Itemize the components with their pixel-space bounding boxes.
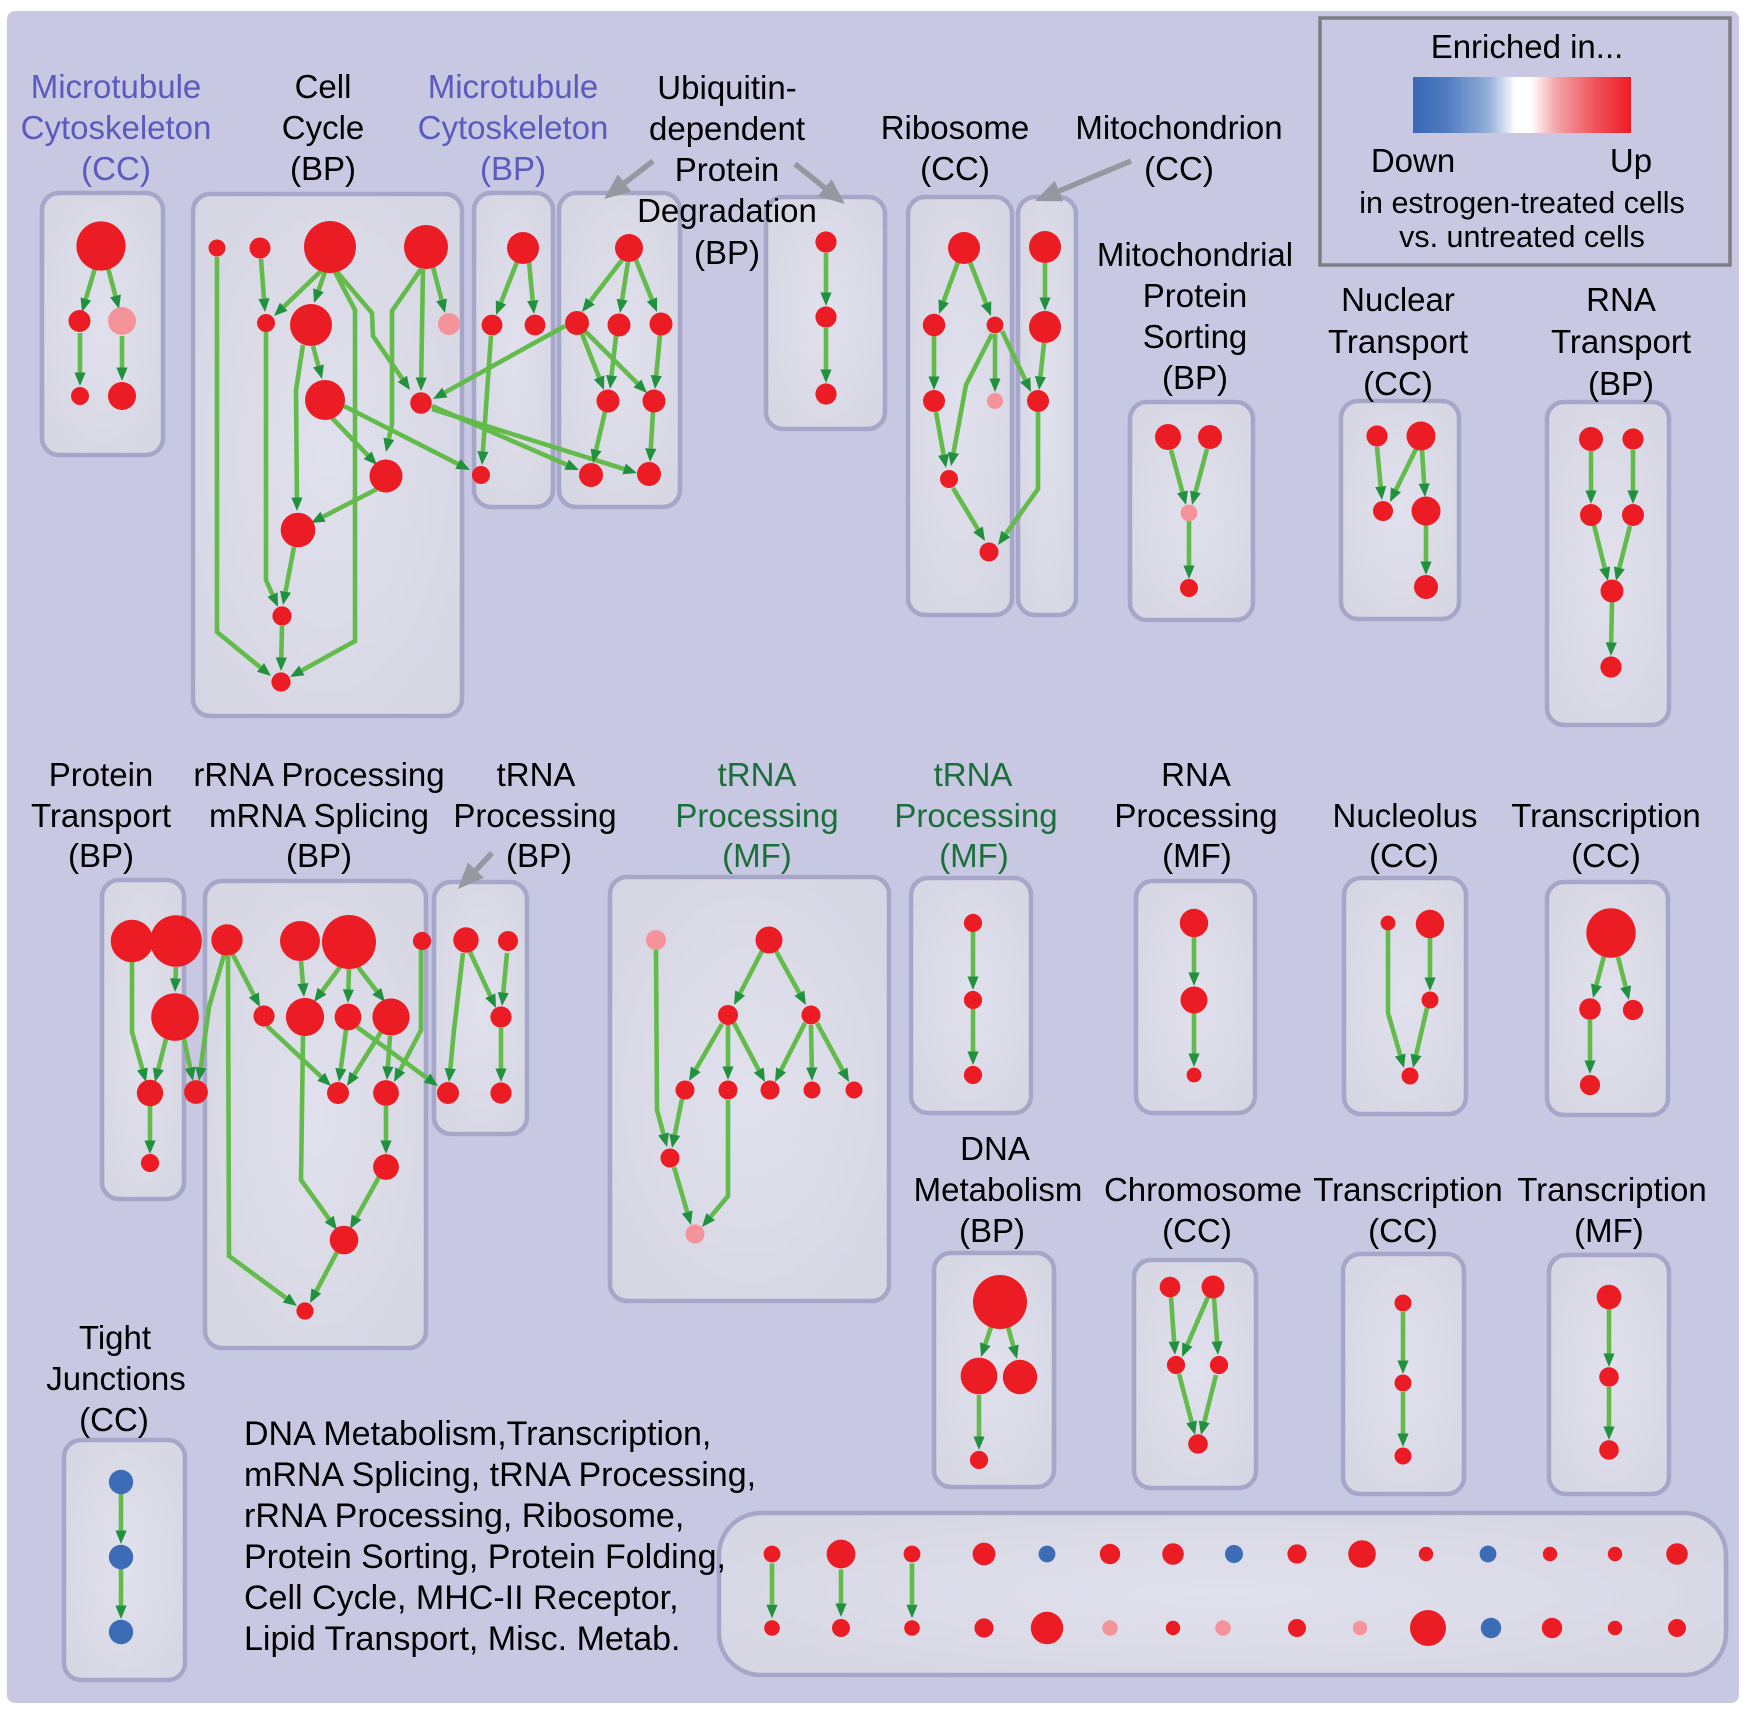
svg-text:(BP): (BP) bbox=[286, 837, 352, 874]
svg-text:(CC): (CC) bbox=[1144, 150, 1214, 187]
svg-text:Degradation: Degradation bbox=[637, 192, 817, 229]
svg-text:(BP): (BP) bbox=[694, 234, 760, 271]
svg-text:in estrogen-treated cells: in estrogen-treated cells bbox=[1359, 186, 1685, 220]
svg-text:Nucleolus: Nucleolus bbox=[1333, 797, 1478, 834]
svg-text:(CC): (CC) bbox=[920, 150, 990, 187]
svg-text:tRNA: tRNA bbox=[718, 756, 797, 793]
svg-text:Ubiquitin-: Ubiquitin- bbox=[657, 69, 796, 106]
svg-text:Mitochondrial: Mitochondrial bbox=[1097, 236, 1293, 273]
svg-text:(CC): (CC) bbox=[1368, 1212, 1438, 1249]
svg-text:Junctions: Junctions bbox=[46, 1360, 185, 1397]
svg-text:(CC): (CC) bbox=[1369, 837, 1439, 874]
svg-text:Up: Up bbox=[1610, 142, 1652, 179]
svg-text:Nuclear: Nuclear bbox=[1341, 281, 1455, 318]
svg-text:Cytoskeleton: Cytoskeleton bbox=[21, 109, 212, 146]
svg-text:Sorting: Sorting bbox=[1143, 318, 1248, 355]
svg-text:DNA: DNA bbox=[960, 1130, 1030, 1167]
svg-text:(MF): (MF) bbox=[722, 837, 792, 874]
svg-text:Cell: Cell bbox=[295, 68, 352, 105]
svg-text:Enriched in...: Enriched in... bbox=[1431, 28, 1624, 65]
svg-text:(CC): (CC) bbox=[1162, 1212, 1232, 1249]
svg-text:Down: Down bbox=[1371, 142, 1455, 179]
svg-text:Protein Sorting, Protein Foldi: Protein Sorting, Protein Folding, bbox=[244, 1538, 726, 1576]
svg-text:RNA: RNA bbox=[1586, 281, 1656, 318]
svg-text:(MF): (MF) bbox=[1162, 837, 1232, 874]
svg-text:(MF): (MF) bbox=[1574, 1212, 1644, 1249]
svg-text:Transport: Transport bbox=[31, 797, 171, 834]
svg-text:Microtubule: Microtubule bbox=[428, 68, 599, 105]
svg-text:(CC): (CC) bbox=[1571, 837, 1641, 874]
svg-text:Mitochondrion: Mitochondrion bbox=[1075, 109, 1282, 146]
svg-text:(MF): (MF) bbox=[939, 837, 1009, 874]
svg-text:Processing: Processing bbox=[894, 797, 1057, 834]
svg-text:mRNA Splicing: mRNA Splicing bbox=[209, 797, 429, 834]
svg-text:(BP): (BP) bbox=[68, 837, 134, 874]
svg-text:(BP): (BP) bbox=[959, 1212, 1025, 1249]
svg-text:(BP): (BP) bbox=[290, 150, 356, 187]
svg-text:(BP): (BP) bbox=[506, 837, 572, 874]
svg-text:Cytoskeleton: Cytoskeleton bbox=[418, 109, 609, 146]
svg-text:Lipid Transport, Misc. Metab.: Lipid Transport, Misc. Metab. bbox=[244, 1620, 681, 1658]
svg-text:(CC): (CC) bbox=[79, 1401, 149, 1438]
svg-text:Processing: Processing bbox=[1114, 797, 1277, 834]
svg-text:(CC): (CC) bbox=[1363, 365, 1433, 402]
svg-text:(BP): (BP) bbox=[1162, 359, 1228, 396]
svg-text:Protein: Protein bbox=[49, 756, 154, 793]
svg-text:Cell Cycle, MHC-II Receptor,: Cell Cycle, MHC-II Receptor, bbox=[244, 1579, 679, 1617]
svg-text:tRNA: tRNA bbox=[934, 756, 1013, 793]
svg-text:dependent: dependent bbox=[649, 110, 805, 147]
svg-text:Tight: Tight bbox=[79, 1319, 151, 1356]
svg-text:rRNA Processing, Ribosome,: rRNA Processing, Ribosome, bbox=[244, 1497, 684, 1535]
svg-text:Chromosome: Chromosome bbox=[1104, 1171, 1302, 1208]
svg-text:tRNA: tRNA bbox=[497, 756, 576, 793]
svg-text:Processing: Processing bbox=[453, 797, 616, 834]
svg-text:Protein: Protein bbox=[675, 151, 780, 188]
svg-text:Cycle: Cycle bbox=[282, 109, 365, 146]
svg-text:mRNA Splicing, tRNA Processing: mRNA Splicing, tRNA Processing, bbox=[244, 1456, 756, 1494]
svg-text:(BP): (BP) bbox=[480, 150, 546, 187]
svg-text:Transport: Transport bbox=[1328, 323, 1468, 360]
svg-text:(BP): (BP) bbox=[1588, 365, 1654, 402]
svg-text:Processing: Processing bbox=[675, 797, 838, 834]
svg-text:DNA Metabolism,Transcription,: DNA Metabolism,Transcription, bbox=[244, 1415, 711, 1453]
svg-text:Transcription: Transcription bbox=[1511, 797, 1701, 834]
svg-text:rRNA Processing: rRNA Processing bbox=[193, 756, 444, 793]
svg-text:RNA: RNA bbox=[1161, 756, 1231, 793]
svg-text:Metabolism: Metabolism bbox=[914, 1171, 1083, 1208]
svg-text:Transcription: Transcription bbox=[1517, 1171, 1707, 1208]
svg-text:(CC): (CC) bbox=[81, 150, 151, 187]
svg-text:Microtubule: Microtubule bbox=[31, 68, 202, 105]
svg-text:Transport: Transport bbox=[1551, 323, 1691, 360]
svg-text:Ribosome: Ribosome bbox=[881, 109, 1030, 146]
svg-text:Protein: Protein bbox=[1143, 277, 1248, 314]
svg-text:vs. untreated cells: vs. untreated cells bbox=[1399, 220, 1645, 254]
svg-text:Transcription: Transcription bbox=[1313, 1171, 1503, 1208]
